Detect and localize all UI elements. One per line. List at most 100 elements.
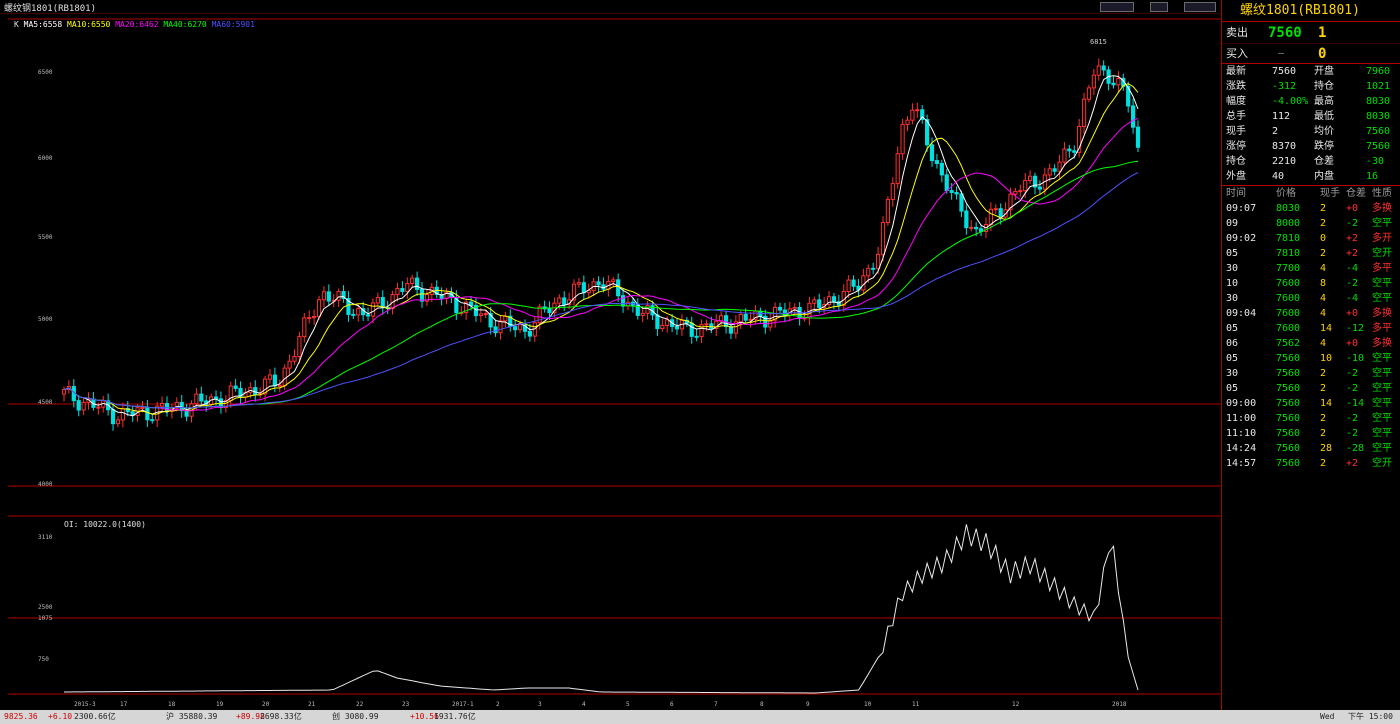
quote-label-2: 均价 (1314, 126, 1334, 137)
status-day: Wed (1320, 712, 1335, 721)
quote-table: 最新 7560 开盘 7960 涨跌 -312 持仓 1021 幅度 -4.00% 最高 8030 总手… (1222, 64, 1400, 184)
status-amount-1: 2300.66亿 (74, 712, 116, 721)
kline-chart[interactable]: 6500600055005000450040003110250010757502… (8, 14, 1220, 710)
y-tick-label: 6500 (38, 69, 53, 76)
tick-row[interactable]: 06 7562 4 +0 多换 (1222, 336, 1400, 351)
tick-row[interactable]: 09:02 7810 0 +2 多开 (1222, 231, 1400, 246)
quote-value-2: -30 (1366, 156, 1385, 167)
tick-row[interactable]: 30 7560 2 -2 空平 (1222, 366, 1400, 381)
candle-body (1072, 150, 1077, 153)
quote-value-2: 7560 (1366, 141, 1391, 152)
quote-value-2: 16 (1366, 171, 1379, 182)
quote-value-2: 1021 (1366, 81, 1391, 92)
tick-type: 空平 (1372, 398, 1392, 409)
bid-row: 买入 — 0 (1222, 44, 1400, 64)
tick-row[interactable]: 09:00 7560 14 -14 空平 (1222, 396, 1400, 411)
tick-time: 14:57 (1226, 458, 1257, 469)
candle-body (287, 360, 292, 369)
tick-row[interactable]: 05 7810 2 +2 空开 (1222, 246, 1400, 261)
tick-row[interactable]: 09:07 8030 2 +0 多换 (1222, 201, 1400, 216)
tick-row[interactable]: 14:57 7560 2 +2 空开 (1222, 456, 1400, 471)
x-tick-label: 23 (402, 701, 410, 708)
tick-type: 空平 (1372, 353, 1392, 364)
tick-row[interactable]: 11:10 7560 2 -2 空平 (1222, 426, 1400, 441)
quote-label-2: 最低 (1314, 111, 1334, 122)
tick-row[interactable]: 30 7700 4 -4 多平 (1222, 261, 1400, 276)
candle-body (61, 389, 67, 395)
tick-time: 09:00 (1226, 398, 1257, 409)
oi-y-tick-label: 750 (38, 656, 49, 663)
candle-body (307, 317, 312, 320)
ma-legend: K MA5:6558 MA10:6550 MA20:6462 MA40:6270… (14, 20, 255, 29)
ticks-header-price: 价格 (1276, 188, 1296, 199)
quote-row: 总手 112 最低 8030 (1222, 109, 1400, 124)
tick-price: 8030 (1276, 203, 1301, 214)
tick-volume: 4 (1320, 293, 1327, 304)
tick-row[interactable]: 11:00 7560 2 -2 空平 (1222, 411, 1400, 426)
options-button[interactable] (1184, 2, 1216, 12)
quote-row: 涨跌 -312 持仓 1021 (1222, 79, 1400, 94)
candle-body (326, 291, 331, 302)
x-tick-label: 9 (806, 701, 810, 708)
tick-type: 多平 (1372, 323, 1392, 334)
candle-body (478, 313, 483, 317)
quote-label: 总手 (1226, 111, 1246, 122)
candle-body (910, 109, 915, 121)
candle-body (76, 400, 81, 411)
quote-value: 112 (1272, 111, 1291, 122)
candle-body (115, 419, 121, 425)
tick-row[interactable]: 10 7600 8 -2 空平 (1222, 276, 1400, 291)
candle-body (611, 279, 616, 283)
candle-body (302, 317, 307, 338)
layout-button[interactable] (1150, 2, 1168, 12)
candle-body (812, 299, 817, 304)
tick-row[interactable]: 05 7560 10 -10 空平 (1222, 351, 1400, 366)
ma10-label: MA10:6550 (67, 20, 111, 29)
candle-body (336, 291, 341, 301)
candle-body (159, 403, 165, 407)
quote-value: 2 (1272, 126, 1279, 137)
tick-row[interactable]: 14:24 7560 28 -28 空平 (1222, 441, 1400, 456)
tick-price: 7560 (1276, 398, 1301, 409)
quote-value-2: 7560 (1366, 126, 1391, 137)
candle-body (915, 109, 920, 112)
candle-body (576, 282, 582, 285)
x-tick-label: 18 (168, 701, 176, 708)
candle-body (998, 208, 1003, 218)
open-interest-line (64, 524, 1139, 694)
quote-value: -312 (1272, 81, 1297, 92)
chart-area[interactable]: 6500 6000 5500 5000 4500 4000 3110 2500 1075 750 2… (8, 14, 1220, 710)
tick-oi-change: -10 (1346, 353, 1365, 364)
tick-time: 06 (1226, 338, 1239, 349)
candle-body (890, 183, 895, 200)
tick-price: 7600 (1276, 293, 1301, 304)
status-bar: 9825.36 +6.10 2300.66亿 沪 35880.39 +89.98… (0, 710, 1400, 724)
tick-price: 7600 (1276, 278, 1301, 289)
tick-row[interactable]: 09 8000 2 -2 空平 (1222, 216, 1400, 231)
tick-row[interactable]: 09:04 7600 4 +0 多换 (1222, 306, 1400, 321)
tick-price: 7810 (1276, 248, 1301, 259)
quote-value-2: 7960 (1366, 66, 1391, 77)
tick-price: 8000 (1276, 218, 1301, 229)
x-tick-label: 5 (626, 701, 630, 708)
candle-body (1091, 74, 1096, 89)
status-change-1: +6.10 (48, 712, 73, 721)
candle-body (581, 282, 586, 294)
tick-oi-change: -2 (1346, 383, 1359, 394)
tick-volume: 2 (1320, 458, 1327, 469)
candle-body (944, 174, 949, 192)
tick-row[interactable]: 05 7560 2 -2 空平 (1222, 381, 1400, 396)
tick-list[interactable]: 09:07 8030 2 +0 多换 09 8000 2 -2 空平 09:02 7810 0 +2 多开 0… (1222, 201, 1400, 471)
quote-label-2: 仓差 (1314, 156, 1334, 167)
candle-body (292, 356, 297, 362)
x-tick-label: 19 (216, 701, 224, 708)
tick-price: 7560 (1276, 353, 1301, 364)
period-button[interactable] (1100, 2, 1134, 12)
candle-body (875, 253, 881, 269)
candle-body (267, 374, 273, 380)
oi-y-tick-label: 1075 (38, 615, 53, 622)
tick-row[interactable]: 05 7600 14 -12 多平 (1222, 321, 1400, 336)
candle-body (743, 313, 748, 321)
tick-volume: 14 (1320, 323, 1333, 334)
tick-row[interactable]: 30 7600 4 -4 空平 (1222, 291, 1400, 306)
